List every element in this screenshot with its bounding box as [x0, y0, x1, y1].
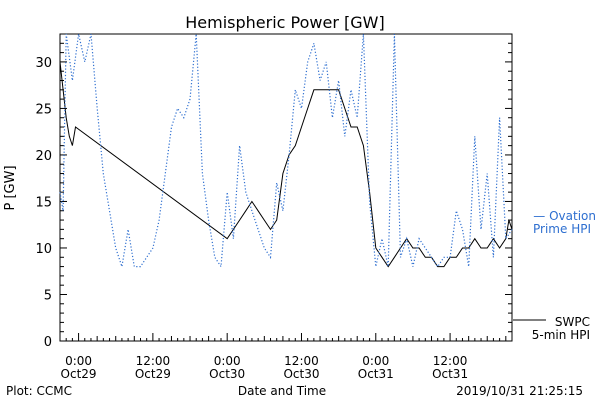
x-tick-label-time: 0:00 [362, 354, 389, 368]
y-tick-label: 0 [44, 335, 52, 350]
series-layer [59, 33, 513, 269]
legend-swpc-line2: 5-min HPI [532, 328, 590, 342]
legend-swpc-line1: SWPC [555, 315, 590, 329]
x-tick-label-date: Oct29 [135, 367, 171, 381]
y-axis: 0 5 10 15 20 25 30 [35, 33, 512, 350]
series-swpc-line [59, 61, 513, 268]
footer-plot-credit: Plot: CCMC [6, 384, 72, 398]
x-axis: 0:00Oct2912:00Oct290:00Oct3012:00Oct300:… [59, 333, 513, 381]
x-tick-label-time: 12:00 [136, 354, 171, 368]
footer-timestamp: 2019/10/31 21:25:15 [456, 384, 583, 398]
chart-title: Hemispheric Power [GW] [185, 13, 384, 32]
legend-ovation-line1: — Ovation [533, 209, 596, 223]
x-tick-label-date: Oct29 [61, 367, 97, 381]
y-axis-label: P [GW] [3, 165, 18, 210]
legend-ovation-line2: Prime HPI [533, 222, 591, 236]
x-axis-label: Date and Time [238, 384, 326, 398]
y-tick-label: 5 [44, 288, 52, 303]
x-tick-label-date: Oct30 [283, 367, 319, 381]
y-tick-label: 20 [35, 149, 52, 164]
x-tick-label-time: 12:00 [284, 354, 319, 368]
y-tick-label: 15 [35, 195, 52, 210]
x-tick-label-date: Oct31 [432, 367, 468, 381]
x-tick-label-time: 0:00 [214, 354, 241, 368]
plot-frame [59, 33, 513, 342]
x-tick-label-time: 0:00 [65, 354, 92, 368]
series-ovation-line [59, 33, 513, 269]
x-tick-label-date: Oct30 [209, 367, 245, 381]
y-tick-label: 30 [35, 56, 52, 71]
x-tick-label-time: 12:00 [433, 354, 468, 368]
y-tick-label: 10 [35, 242, 52, 257]
x-tick-label-date: Oct31 [358, 367, 394, 381]
y-tick-label: 25 [35, 102, 52, 117]
plot-border [59, 33, 513, 342]
